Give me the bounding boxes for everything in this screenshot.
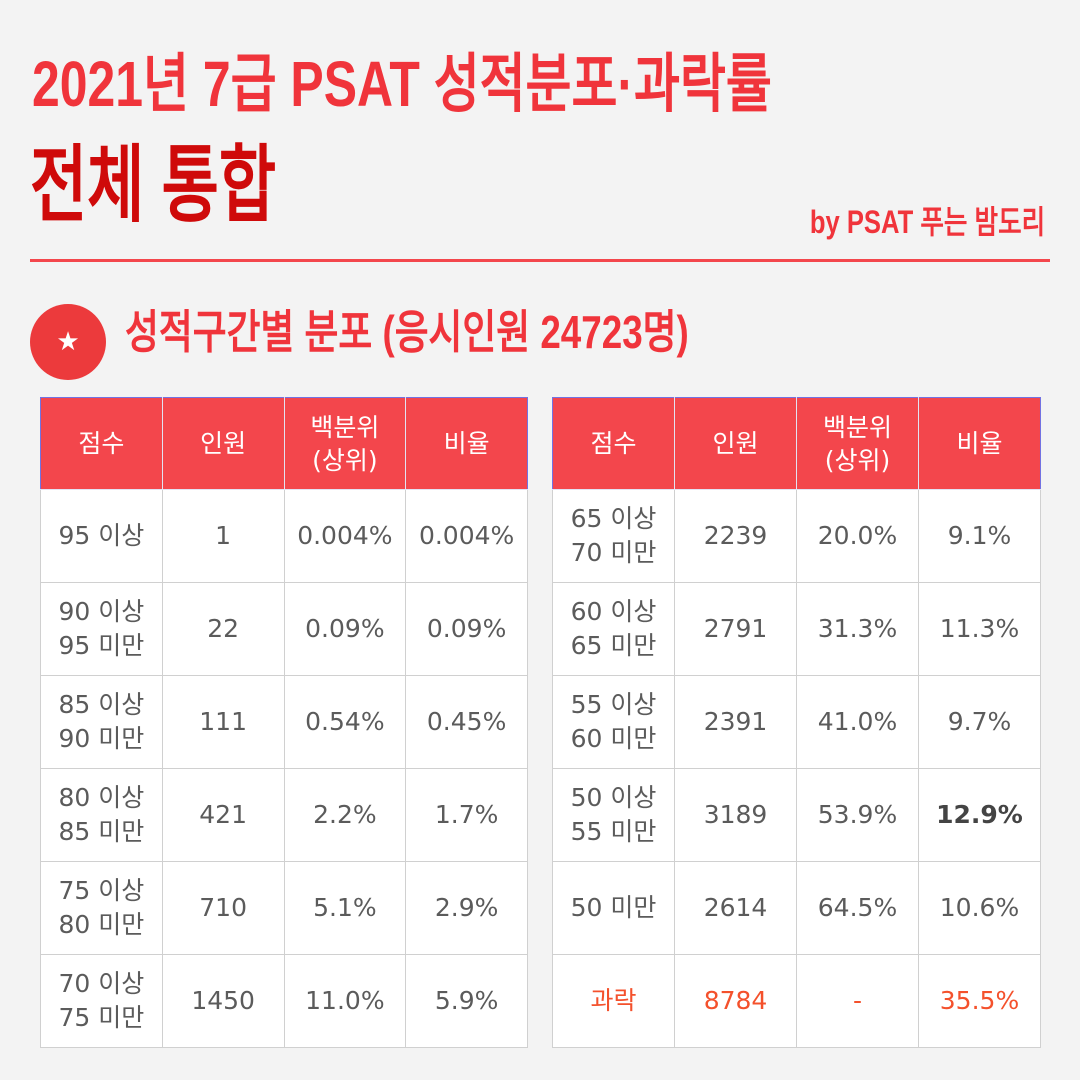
count-cell: 2791: [674, 582, 797, 676]
table-row: 50 미만 2614 64.5% 10.6%: [552, 861, 1041, 955]
table-row: 80 이상 85 미만 421 2.2% 1.7%: [40, 768, 528, 862]
count-cell: 3189: [674, 768, 797, 862]
percentile-cell: 0.09%: [283, 582, 407, 676]
percentile-cell: 64.5%: [796, 861, 919, 955]
score-cell: 75 이상 80 미만: [40, 861, 163, 955]
ratio-cell: 9.7%: [918, 675, 1041, 769]
fail-row: 과락 8784 - 35.5%: [552, 954, 1041, 1048]
count-cell: 2239: [674, 489, 797, 583]
percentile-cell: 0.54%: [283, 675, 407, 769]
table-row: 70 이상 75 미만 1450 11.0% 5.9%: [40, 954, 528, 1048]
count-cell: 421: [161, 768, 285, 862]
table-header-row: 점수 인원 백분위 (상위) 비율: [552, 397, 1041, 490]
percentile-cell: 20.0%: [796, 489, 919, 583]
table-header-row: 점수 인원 백분위 (상위) 비율: [40, 397, 528, 490]
percentile-cell: 0.004%: [283, 489, 407, 583]
author-byline: by PSAT 푸는 밤도리: [809, 204, 1045, 240]
score-table-right: 점수 인원 백분위 (상위) 비율 65 이상 70 미만 2239 20.0%…: [552, 397, 1041, 1048]
header-divider: [30, 259, 1050, 262]
column-header-score: 점수: [552, 397, 675, 490]
count-cell: 710: [161, 861, 285, 955]
table-row: 85 이상 90 미만 111 0.54% 0.45%: [40, 675, 528, 769]
section-heading: 성적구간별 분포 (응시인원 24723명): [125, 306, 689, 358]
ratio-cell: 11.3%: [918, 582, 1041, 676]
score-cell: 95 이상: [40, 489, 163, 583]
score-cell: 50 미만: [552, 861, 675, 955]
column-header-percentile: 백분위 (상위): [283, 397, 407, 490]
score-cell: 80 이상 85 미만: [40, 768, 163, 862]
table-row: 50 이상 55 미만 3189 53.9% 12.9%: [552, 768, 1041, 862]
score-cell: 90 이상 95 미만: [40, 582, 163, 676]
count-cell: 22: [161, 582, 285, 676]
table-row: 75 이상 80 미만 710 5.1% 2.9%: [40, 861, 528, 955]
ratio-cell: 0.004%: [405, 489, 528, 583]
score-cell: 과락: [552, 954, 675, 1048]
table-row: 95 이상 1 0.004% 0.004%: [40, 489, 528, 583]
table-row: 90 이상 95 미만 22 0.09% 0.09%: [40, 582, 528, 676]
ratio-cell: 9.1%: [918, 489, 1041, 583]
count-cell: 2391: [674, 675, 797, 769]
count-cell: 1: [161, 489, 285, 583]
ratio-cell: 1.7%: [405, 768, 528, 862]
column-header-ratio: 비율: [918, 397, 1041, 490]
column-header-ratio: 비율: [405, 397, 528, 490]
count-cell: 111: [161, 675, 285, 769]
percentile-cell: -: [796, 954, 919, 1048]
score-table-left: 점수 인원 백분위 (상위) 비율 95 이상 1 0.004% 0.004% …: [40, 397, 528, 1048]
percentile-cell: 2.2%: [283, 768, 407, 862]
ratio-cell: 10.6%: [918, 861, 1041, 955]
ratio-cell: 35.5%: [918, 954, 1041, 1048]
column-header-count: 인원: [161, 397, 285, 490]
column-header-count: 인원: [674, 397, 797, 490]
table-row: 65 이상 70 미만 2239 20.0% 9.1%: [552, 489, 1041, 583]
score-cell: 85 이상 90 미만: [40, 675, 163, 769]
score-cell: 70 이상 75 미만: [40, 954, 163, 1048]
column-header-percentile: 백분위 (상위): [796, 397, 919, 490]
score-cell: 60 이상 65 미만: [552, 582, 675, 676]
star-icon: ★: [56, 327, 80, 357]
ratio-cell: 5.9%: [405, 954, 528, 1048]
percentile-cell: 11.0%: [283, 954, 407, 1048]
percentile-cell: 5.1%: [283, 861, 407, 955]
page-subtitle: 전체 통합: [30, 138, 277, 232]
percentile-cell: 53.9%: [796, 768, 919, 862]
percentile-cell: 31.3%: [796, 582, 919, 676]
percentile-cell: 41.0%: [796, 675, 919, 769]
ratio-cell: 0.45%: [405, 675, 528, 769]
count-cell: 2614: [674, 861, 797, 955]
count-cell: 8784: [674, 954, 797, 1048]
column-header-score: 점수: [40, 397, 163, 490]
table-row: 55 이상 60 미만 2391 41.0% 9.7%: [552, 675, 1041, 769]
ratio-cell-highlight: 12.9%: [918, 768, 1041, 862]
score-cell: 65 이상 70 미만: [552, 489, 675, 583]
score-cell: 55 이상 60 미만: [552, 675, 675, 769]
section-badge: ★: [30, 304, 106, 380]
ratio-cell: 0.09%: [405, 582, 528, 676]
ratio-cell: 2.9%: [405, 861, 528, 955]
count-cell: 1450: [161, 954, 285, 1048]
table-row: 60 이상 65 미만 2791 31.3% 11.3%: [552, 582, 1041, 676]
score-cell: 50 이상 55 미만: [552, 768, 675, 862]
page-title: 2021년 7급 PSAT 성적분포·과락률: [32, 48, 772, 120]
